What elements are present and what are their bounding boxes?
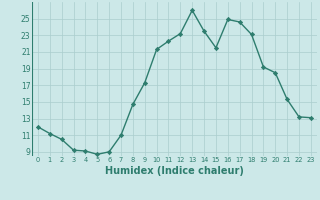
X-axis label: Humidex (Indice chaleur): Humidex (Indice chaleur): [105, 166, 244, 176]
